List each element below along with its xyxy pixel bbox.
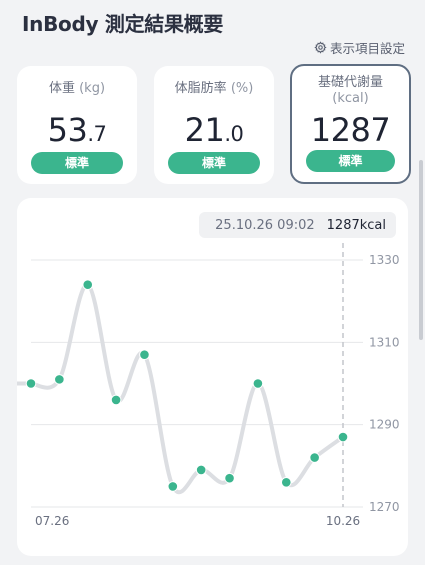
status-badge: 標準: [168, 152, 260, 174]
bmr-chart: 1270 1290 1310 1330 07.26 10.26 25.10.26 09:0…: [17, 198, 408, 556]
display-settings-button[interactable]: 表示項目設定: [314, 38, 405, 57]
gear-icon: [314, 41, 327, 54]
card-label: 基礎代謝量 (kcal): [317, 75, 383, 106]
y-tick-label: 1290: [369, 418, 400, 432]
card-weight[interactable]: 体重 (kg) 53.7 標準: [17, 66, 137, 184]
tooltip-value: 1287kcal: [326, 217, 386, 233]
series-line: [29, 282, 345, 495]
data-point: [54, 374, 65, 385]
selected-point-tooltip: 25.10.26 09:02 1287kcal: [199, 212, 396, 238]
page-title: InBody 測定結果概要: [22, 12, 224, 36]
data-point: [280, 477, 292, 488]
y-tick-label: 1270: [369, 500, 400, 514]
data-point: [25, 378, 37, 389]
x-tick-label: 07.26: [35, 514, 69, 528]
data-point: [252, 378, 264, 389]
status-badge: 標準: [31, 152, 123, 174]
y-tick-label: 1310: [369, 335, 400, 349]
data-point: [224, 472, 235, 484]
card-value: 21.0: [184, 111, 244, 149]
status-badge: 標準: [306, 150, 395, 172]
y-tick-label: 1330: [369, 253, 400, 267]
card-label: 体重 (kg): [48, 81, 106, 96]
card-value: 53.7: [47, 111, 107, 149]
data-point: [167, 481, 179, 492]
data-point: [82, 279, 94, 290]
card-label: 体脂肪率 (%): [174, 81, 254, 96]
x-tick-label: 10.26: [326, 514, 360, 528]
data-point: [110, 394, 122, 406]
data-point: [139, 349, 150, 360]
data-point: [337, 431, 349, 443]
metric-cards: 体重 (kg) 53.7 標準 体脂肪率 (%) 21.0 標準 基礎代謝量 (…: [17, 64, 411, 184]
scrollbar[interactable]: [419, 160, 423, 340]
data-point: [309, 452, 320, 463]
settings-label: 表示項目設定: [329, 41, 405, 56]
card-body-fat[interactable]: 体脂肪率 (%) 21.0 標準: [154, 66, 274, 184]
tooltip-date: 25.10.26 09:02: [215, 217, 315, 233]
card-value: 1287: [310, 111, 391, 149]
data-point: [195, 464, 207, 476]
card-bmr[interactable]: 基礎代謝量 (kcal) 1287 標準: [290, 64, 411, 184]
chart-svg: 1270 1290 1310 1330 07.26 10.26: [17, 243, 400, 528]
